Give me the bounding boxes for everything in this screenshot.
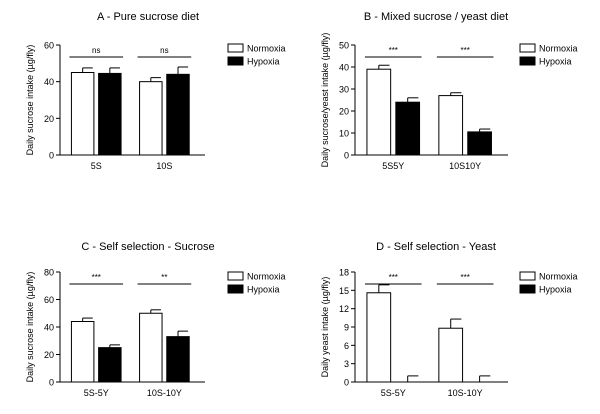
panel-d: D - Self selection - Yeast 0 3 6 9 12 15 18 Dail… <box>320 241 578 398</box>
y-tick-label: 10 <box>339 129 349 139</box>
significance-label: *** <box>389 46 398 55</box>
y-tick-label: 9 <box>344 323 349 333</box>
y-tick-label: 20 <box>44 350 54 360</box>
bar-hypoxia <box>166 336 190 383</box>
bar-normoxia <box>139 312 163 383</box>
legend-swatch-normoxia <box>519 271 536 281</box>
y-tick-label: 6 <box>344 341 349 351</box>
significance-label: *** <box>460 273 469 282</box>
y-axis-label: Daily sucrose intake (µg/fly) <box>25 272 35 383</box>
significance-label: ** <box>161 273 167 282</box>
panel-c: C - Self selection - Sucrose 0 20 40 60 80 Dai… <box>25 241 286 398</box>
y-axis-label: Daily sucrose intake (µg/fly) <box>25 45 35 156</box>
bar-hypoxia <box>166 73 190 156</box>
legend-swatch-normoxia <box>227 271 244 281</box>
y-tick-label: 12 <box>339 304 349 314</box>
significance-label: ns <box>160 46 168 55</box>
x-tick-label: 5S <box>91 161 102 171</box>
bar-normoxia <box>139 81 163 156</box>
x-tick-label: 5S-5Y <box>381 388 406 398</box>
panel-title: C - Self selection - Sucrose <box>81 241 214 253</box>
significance-label: *** <box>92 273 101 282</box>
legend-swatch-normoxia <box>519 43 536 53</box>
legend-label: Hypoxia <box>539 285 572 295</box>
y-tick-label: 0 <box>49 151 54 161</box>
bar-normoxia <box>366 68 392 156</box>
y-tick-label: 60 <box>44 41 54 51</box>
bar-normoxia <box>70 321 95 383</box>
y-tick-label: 80 <box>44 268 54 278</box>
bar-normoxia <box>438 327 464 383</box>
y-axis-label: Daily yeast intake (µg/fly) <box>320 277 330 378</box>
y-tick-label: 50 <box>339 41 349 51</box>
y-tick-label: 60 <box>44 295 54 305</box>
legend-swatch-hypoxia <box>227 56 244 66</box>
legend-swatch-normoxia <box>227 43 244 53</box>
y-tick-label: 40 <box>339 63 349 73</box>
panel-b: B - Mixed sucrose / yeast diet 0 10 20 30 40 5… <box>320 11 578 171</box>
y-tick-label: 40 <box>44 77 54 87</box>
bar-hypoxia <box>467 131 492 156</box>
legend-label: Normoxia <box>539 44 578 54</box>
y-axis-label: Daily sucrose/yeast intake (µg/fly) <box>320 33 330 168</box>
y-tick-label: 20 <box>44 114 54 124</box>
legend-label: Hypoxia <box>247 285 280 295</box>
panel-title: D - Self selection - Yeast <box>376 241 496 253</box>
bar-normoxia <box>438 95 464 156</box>
legend-label: Normoxia <box>247 272 286 282</box>
y-tick-label: 20 <box>339 107 349 117</box>
x-tick-label: 10S-10Y <box>147 388 182 398</box>
y-tick-label: 30 <box>339 85 349 95</box>
legend-swatch-hypoxia <box>519 284 536 294</box>
y-tick-label: 0 <box>344 151 349 161</box>
legend-label: Normoxia <box>539 272 578 282</box>
x-tick-label: 5S5Y <box>382 161 404 171</box>
x-tick-label: 10S10Y <box>449 161 481 171</box>
x-tick-label: 10S-10Y <box>448 388 483 398</box>
legend-label: Normoxia <box>247 44 286 54</box>
bar-normoxia <box>70 72 95 156</box>
legend-swatch-hypoxia <box>519 56 536 66</box>
bar-hypoxia <box>395 101 421 156</box>
bar-normoxia <box>366 292 392 383</box>
legend-swatch-hypoxia <box>227 284 244 294</box>
y-tick-label: 0 <box>49 378 54 388</box>
significance-label: *** <box>389 273 398 282</box>
legend-label: Hypoxia <box>539 57 572 67</box>
legend-label: Hypoxia <box>247 57 280 67</box>
significance-label: ns <box>92 46 100 55</box>
panel-a: A - Pure sucrose diet 0 20 40 60 Daily sucros… <box>25 11 286 171</box>
x-tick-label: 5S-5Y <box>84 388 109 398</box>
panel-title: A - Pure sucrose diet <box>97 11 199 23</box>
y-tick-label: 18 <box>339 268 349 278</box>
panel-title: B - Mixed sucrose / yeast diet <box>364 11 508 23</box>
y-tick-label: 15 <box>339 286 349 296</box>
bar-hypoxia <box>98 347 122 383</box>
x-tick-label: 10S <box>156 161 172 171</box>
bar-hypoxia <box>98 72 122 156</box>
y-tick-label: 3 <box>344 359 349 369</box>
y-tick-label: 0 <box>344 378 349 388</box>
significance-label: *** <box>460 46 469 55</box>
y-tick-label: 40 <box>44 323 54 333</box>
